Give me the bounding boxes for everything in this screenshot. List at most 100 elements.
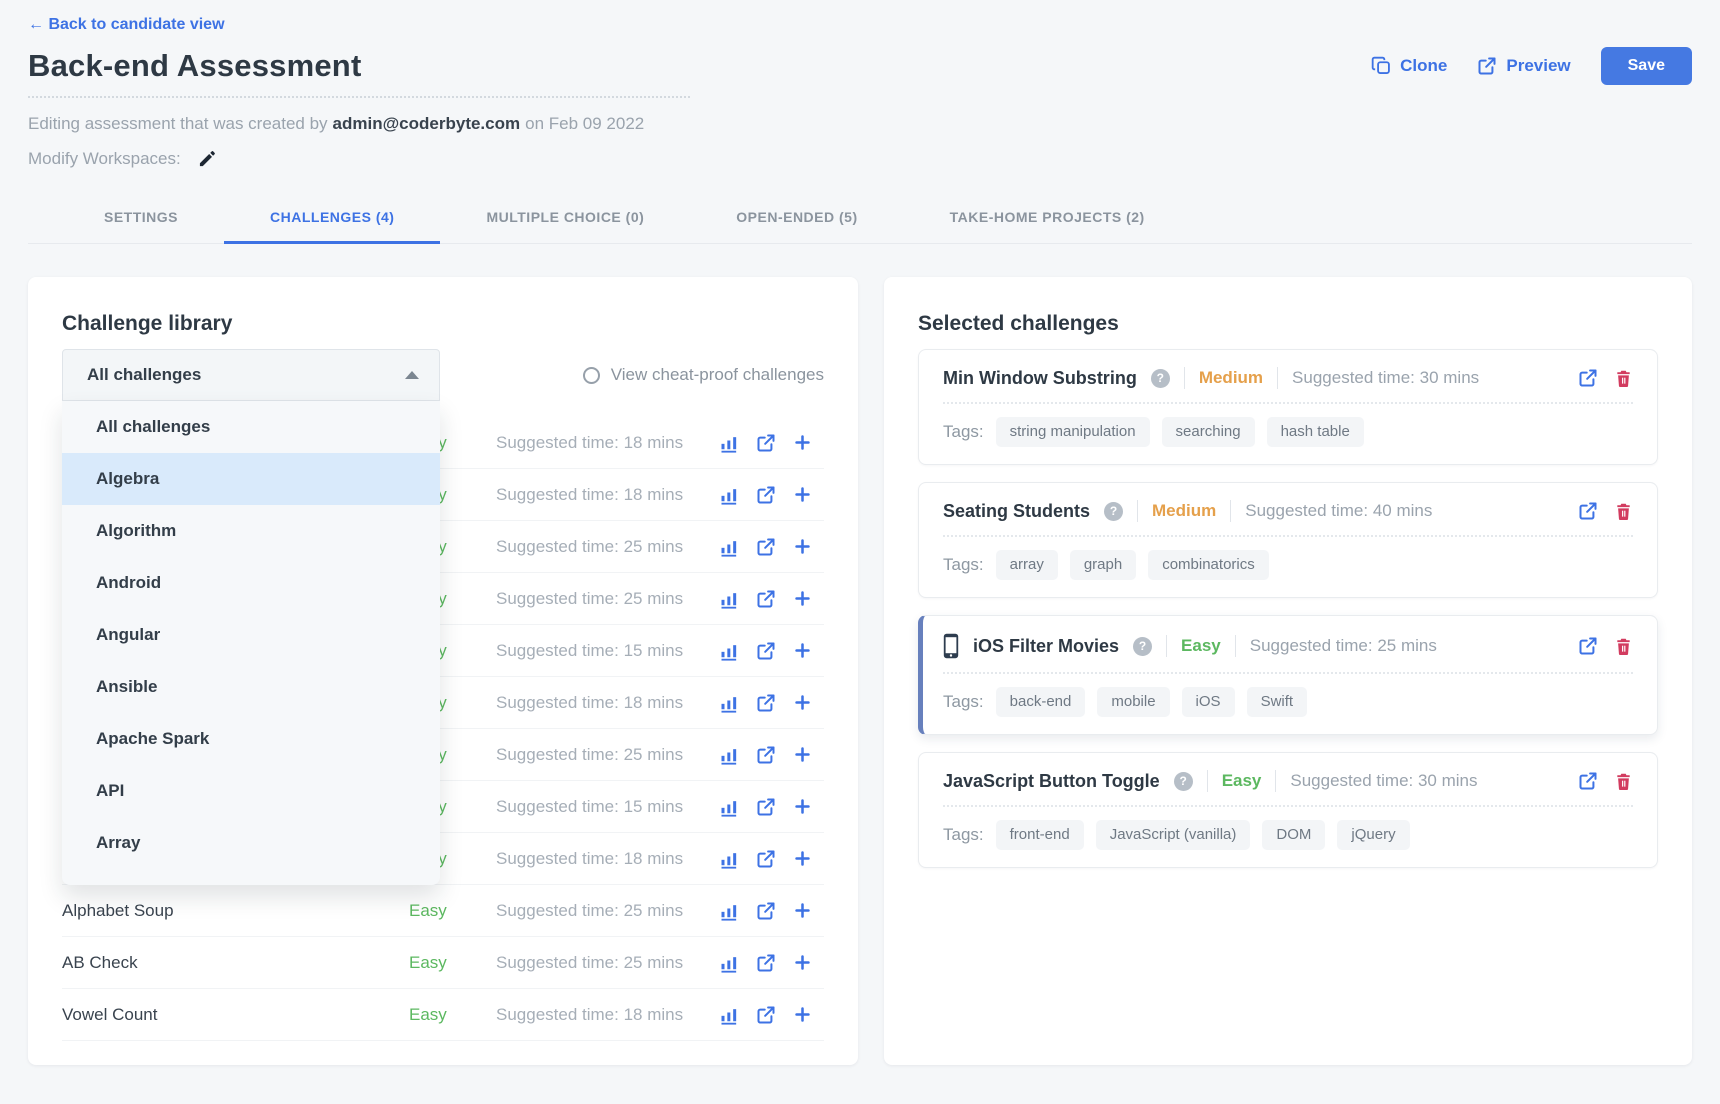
add-icon[interactable]: [793, 849, 812, 868]
stats-icon[interactable]: [719, 901, 739, 921]
save-button[interactable]: Save: [1600, 47, 1692, 85]
dropdown-option-android[interactable]: Android: [96, 573, 162, 592]
dropdown-option-aws[interactable]: AWS: [62, 869, 440, 885]
stats-icon[interactable]: [719, 433, 739, 453]
suggested-time-label: Suggested time: 15 mins: [496, 796, 684, 816]
external-link-icon[interactable]: [1578, 636, 1598, 656]
card-title: Min Window Substring: [943, 367, 1137, 388]
stats-icon[interactable]: [719, 641, 739, 661]
external-link-icon[interactable]: [756, 537, 776, 557]
challenge-name: AB Check: [62, 952, 138, 972]
external-link-icon[interactable]: [1578, 501, 1598, 521]
external-link-icon[interactable]: [756, 433, 776, 453]
stats-icon[interactable]: [719, 537, 739, 557]
view-cheat-proof-toggle[interactable]: View cheat-proof challenges: [582, 365, 824, 385]
category-select-value: All challenges: [87, 365, 202, 384]
trash-icon[interactable]: [1614, 637, 1633, 656]
stats-icon[interactable]: [719, 953, 739, 973]
suggested-time-label: Suggested time: 18 mins: [496, 1004, 684, 1024]
preview-button[interactable]: Preview: [1477, 56, 1571, 76]
dropdown-option-api[interactable]: API: [96, 781, 125, 800]
difficulty-label: Medium: [1152, 501, 1217, 520]
row-actions: [719, 849, 824, 869]
trash-icon[interactable]: [1614, 772, 1633, 791]
tab-open-ended[interactable]: OPEN-ENDED (5): [736, 209, 858, 225]
stats-icon[interactable]: [719, 745, 739, 765]
question-icon[interactable]: [1150, 368, 1170, 388]
question-icon[interactable]: [1173, 771, 1193, 791]
external-link-icon[interactable]: [756, 641, 776, 661]
add-icon[interactable]: [793, 1005, 812, 1024]
back-to-candidate-view-link[interactable]: ← Back to candidate view: [28, 16, 225, 33]
dropdown-option-angular[interactable]: Angular: [96, 625, 161, 644]
tags-row: Tags: string manipulation searching hash…: [943, 417, 1633, 447]
trash-icon[interactable]: [1614, 502, 1633, 521]
stats-icon[interactable]: [719, 693, 739, 713]
suggested-time-label: Suggested time: 18 mins: [496, 848, 684, 868]
tag: hash table: [1266, 417, 1364, 447]
row-actions: [719, 641, 824, 661]
add-icon[interactable]: [793, 901, 812, 920]
title-row: Back-end Assessment Clone Preview Save: [28, 47, 1692, 85]
stats-icon[interactable]: [719, 1005, 739, 1025]
add-icon[interactable]: [793, 537, 812, 556]
dropdown-option-ansible[interactable]: Ansible: [96, 677, 158, 696]
card-actions: [1578, 771, 1633, 791]
category-select[interactable]: All challenges: [62, 349, 440, 401]
library-controls: All challenges All challenges Algebra Al…: [62, 349, 824, 885]
row-actions: [719, 485, 824, 505]
add-icon[interactable]: [793, 433, 812, 452]
clone-icon: [1371, 56, 1391, 76]
external-link-icon[interactable]: [756, 745, 776, 765]
stats-icon[interactable]: [719, 849, 739, 869]
category-dropdown-list: All challenges Algebra Algorithm Android…: [62, 401, 440, 885]
question-icon[interactable]: [1133, 636, 1153, 656]
tag: jQuery: [1337, 820, 1410, 850]
add-icon[interactable]: [793, 485, 812, 504]
tab-settings[interactable]: SETTINGS: [104, 209, 179, 225]
modify-workspaces-row: Modify Workspaces:: [28, 149, 1692, 169]
tags-row: Tags: array graph combinatorics: [943, 550, 1633, 580]
add-icon[interactable]: [793, 797, 812, 816]
clone-button[interactable]: Clone: [1371, 56, 1447, 76]
tab-multiple-choice[interactable]: MULTIPLE CHOICE (0): [486, 209, 645, 225]
cheat-proof-label: View cheat-proof challenges: [610, 365, 824, 384]
add-icon[interactable]: [793, 589, 812, 608]
dropdown-option-algorithm[interactable]: Algorithm: [96, 521, 177, 540]
external-link-icon[interactable]: [1578, 368, 1598, 388]
add-icon[interactable]: [793, 641, 812, 660]
edit-info-text: Editing assessment that was created by ad…: [28, 114, 1692, 134]
tab-challenges[interactable]: CHALLENGES (4): [224, 194, 441, 244]
card-actions: [1578, 636, 1633, 656]
add-icon[interactable]: [793, 953, 812, 972]
stats-icon[interactable]: [719, 485, 739, 505]
add-icon[interactable]: [793, 745, 812, 764]
external-link-icon[interactable]: [756, 589, 776, 609]
tab-take-home-projects[interactable]: TAKE-HOME PROJECTS (2): [949, 209, 1145, 225]
stats-icon[interactable]: [719, 589, 739, 609]
pencil-icon[interactable]: [197, 149, 217, 169]
main-content: Challenge library All challenges All cha…: [28, 277, 1692, 1065]
trash-icon[interactable]: [1614, 369, 1633, 388]
external-link-icon[interactable]: [1578, 771, 1598, 791]
card-head: iOS Filter Movies Easy Suggested time: 2…: [943, 633, 1633, 659]
row-actions: [719, 745, 824, 765]
external-link-icon[interactable]: [756, 953, 776, 973]
stats-icon[interactable]: [719, 797, 739, 817]
dropdown-option-all-challenges[interactable]: All challenges: [96, 417, 211, 436]
add-icon[interactable]: [793, 693, 812, 712]
external-link-icon[interactable]: [756, 849, 776, 869]
external-link-icon[interactable]: [756, 1005, 776, 1025]
dropdown-option-apache-spark[interactable]: Apache Spark: [96, 729, 210, 748]
dropdown-option-array[interactable]: Array: [96, 833, 141, 852]
dropdown-option-algebra[interactable]: Algebra: [62, 453, 440, 505]
external-link-icon[interactable]: [756, 693, 776, 713]
external-link-icon[interactable]: [756, 797, 776, 817]
external-link-icon[interactable]: [756, 485, 776, 505]
selected-challenge-card: Seating Students Medium Suggested time: …: [918, 482, 1658, 598]
tag: iOS: [1181, 687, 1235, 717]
external-link-icon[interactable]: [756, 901, 776, 921]
question-icon[interactable]: [1104, 501, 1124, 521]
title-divider: [28, 96, 690, 98]
